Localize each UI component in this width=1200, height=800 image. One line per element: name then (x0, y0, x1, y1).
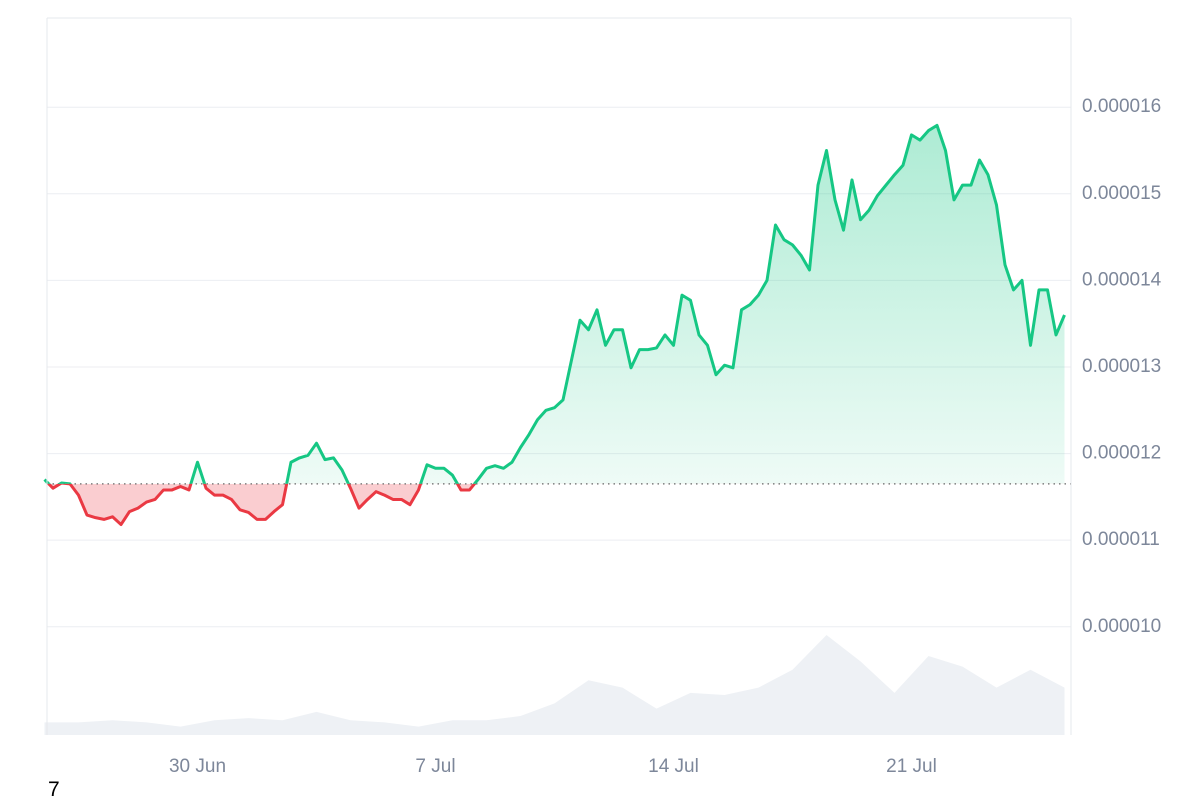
y-tick-label: 0.000013 (1082, 356, 1161, 377)
x-tick-label: 30 Jun (169, 756, 226, 777)
grid-layer: 0.000010 0.000011 0.000012 0.000013 0.000014… (47, 96, 1162, 777)
y-tick-label: 0.000010 (1082, 616, 1161, 637)
price-line-negative (46, 483, 477, 527)
x-tick-label: 7 Jul (415, 756, 455, 777)
volume-layer (44, 635, 1065, 735)
x-tick-label: 21 Jul (886, 756, 937, 777)
x-tick-label: 14 Jul (648, 756, 699, 777)
footer-text: 7 (48, 778, 60, 800)
plot-layer (43, 123, 1071, 527)
y-tick-label: 0.000012 (1082, 443, 1161, 464)
volume-area (44, 635, 1065, 735)
price-line-positive (43, 123, 1066, 484)
y-tick-label: 0.000011 (1082, 529, 1160, 550)
y-tick-label: 0.000016 (1082, 96, 1161, 117)
y-tick-label: 0.000014 (1082, 269, 1162, 290)
area-negative (44, 483, 1065, 525)
y-tick-label: 0.000015 (1082, 183, 1161, 204)
area-positive (44, 125, 1065, 484)
